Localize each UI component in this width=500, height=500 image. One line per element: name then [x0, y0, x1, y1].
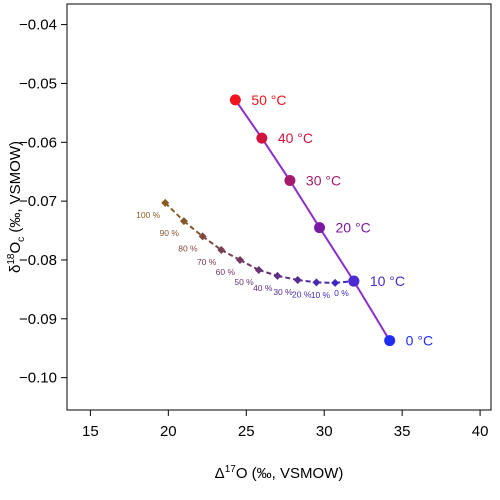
mixing-label: 20 % — [292, 289, 312, 299]
mixing-point — [293, 275, 302, 284]
y-axis: −0.10 −0.09 −0.08 −0.07 −0.06 −0.05 −0.04 — [19, 17, 67, 387]
x-tick-label: 20 — [160, 423, 177, 440]
mixing-curve-segment — [164, 202, 185, 222]
mixing-label: 90 % — [160, 228, 180, 238]
plot-frame — [66, 3, 492, 411]
mixing-point — [236, 255, 245, 264]
mixing-label: 30 % — [273, 287, 293, 297]
y-tick-label: −0.05 — [19, 75, 57, 92]
x-axis-label-sup: 17 — [225, 464, 237, 475]
mixing-point — [198, 232, 207, 241]
y-tick-label: −0.08 — [19, 252, 57, 269]
temperature-point — [384, 335, 396, 347]
temperature-label: 10 °C — [370, 273, 405, 289]
x-axis: 15 20 25 30 35 40 — [82, 410, 488, 440]
mixing-label: 0 % — [334, 288, 349, 298]
mixing-point — [179, 217, 188, 226]
mixing-label: 100 % — [136, 210, 161, 220]
y-axis-label-suffix: (‰, VSMOW) — [7, 141, 24, 237]
x-tick-label: 15 — [82, 423, 99, 440]
temperature-point — [256, 132, 268, 144]
y-axis-label: δ18Oc (‰, VSMOW) — [6, 141, 27, 273]
mixing-label: 60 % — [216, 267, 236, 277]
x-axis-label-suffix: O (‰, VSMOW) — [236, 465, 344, 482]
temperature-label: 30 °C — [306, 173, 341, 189]
mixing-curve-segment — [258, 269, 278, 277]
y-tick-label: −0.09 — [19, 311, 57, 328]
mixing-curve-segment — [277, 274, 298, 281]
mixing-curve-segment — [220, 249, 241, 261]
x-tick-label: 25 — [238, 423, 255, 440]
y-axis-label-prefix: δ — [7, 265, 24, 273]
y-axis-label-sup: 18 — [6, 253, 17, 265]
y-axis-label-sub: c — [16, 237, 27, 242]
mixing-label: 50 % — [234, 277, 254, 287]
mixing-point — [161, 198, 170, 207]
y-tick-label: −0.04 — [19, 17, 57, 34]
y-tick-label: −0.06 — [19, 134, 57, 151]
temperature-point — [229, 94, 241, 106]
temperature-label: 20 °C — [336, 220, 371, 236]
mixing-point — [254, 265, 263, 274]
temperature-line — [234, 99, 391, 342]
mixing-curve-segment — [183, 220, 204, 238]
mixing-label: 70 % — [197, 257, 217, 267]
x-tick-label: 30 — [316, 423, 333, 440]
x-axis-label: Δ17O (‰, VSMOW) — [215, 464, 344, 482]
x-axis-label-prefix: Δ — [215, 465, 225, 482]
temperature-point — [314, 222, 326, 234]
temperature-label: 50 °C — [251, 92, 286, 108]
mixing-point — [273, 271, 282, 280]
temperature-label: 40 °C — [278, 130, 313, 146]
y-tick-label: −0.10 — [19, 370, 57, 387]
mixing-label: 10 % — [311, 290, 331, 300]
x-tick-label: 35 — [394, 423, 411, 440]
y-axis-label-mid: O — [7, 242, 24, 254]
mixing-point — [312, 278, 321, 287]
series-layer: 50 °C 40 °C 30 °C 20 °C 10 °C 0 °C 100 % 90 % 80… — [136, 92, 433, 349]
mixing-label: 80 % — [178, 243, 198, 253]
temperature-point-overlay — [348, 275, 360, 287]
x-tick-label: 40 — [472, 423, 489, 440]
mixing-point — [217, 245, 226, 254]
mixing-label: 40 % — [253, 283, 273, 293]
y-tick-label: −0.07 — [19, 193, 57, 210]
mixing-curve-segment — [239, 259, 260, 271]
temperature-label: 0 °C — [406, 333, 433, 349]
temperature-point — [284, 175, 296, 187]
mixing-curve-segment — [202, 235, 222, 251]
mixing-point — [331, 278, 340, 287]
